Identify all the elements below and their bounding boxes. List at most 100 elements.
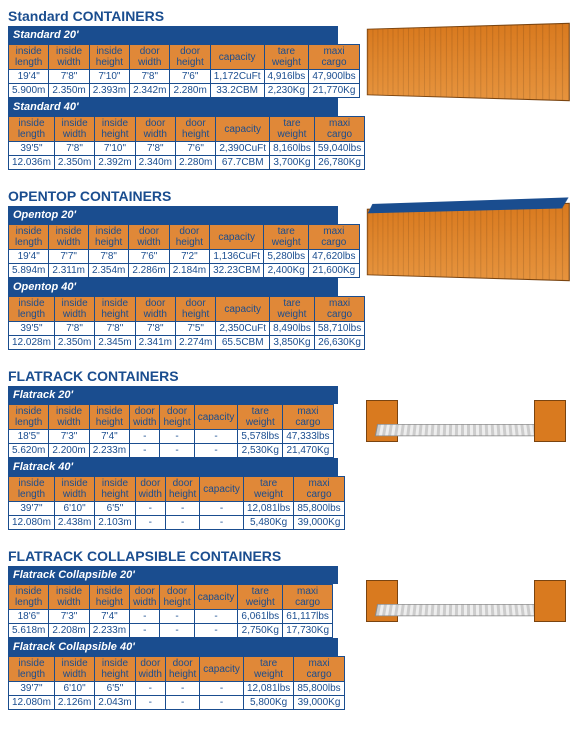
cell: 7'3": [49, 430, 89, 444]
cell: 18'6": [9, 610, 49, 624]
cell: 8,160lbs: [270, 142, 315, 156]
cell: 12,081lbs: [243, 682, 293, 696]
table-label: Flatrack 20': [8, 386, 338, 404]
table-row: 12.080m2.126m2.043m---5,800Kg39,000Kg: [9, 696, 345, 710]
table-header-row: insidelengthinsidewidthinsideheightdoorw…: [9, 477, 345, 502]
table-row: 39'5"7'8"7'10"7'8"7'6"2,390CuFt8,160lbs5…: [9, 142, 365, 156]
cell: -: [130, 610, 160, 624]
cell: 7'8": [95, 322, 135, 336]
cell: 5.894m: [9, 264, 49, 278]
col-header: capacity: [216, 117, 270, 142]
table-label: Flatrack Collapsible 20': [8, 566, 338, 584]
cell: 2.393m: [89, 84, 129, 98]
cell: 2.233m: [89, 624, 129, 638]
col-header: maxicargo: [309, 45, 359, 70]
cell: 5.618m: [9, 624, 49, 638]
table-row: 18'6"7'3"7'4"---6,061lbs61,117lbs: [9, 610, 333, 624]
table-row: 12.028m2.350m2.345m2.341m2.274m65.5CBM3,…: [9, 336, 365, 350]
col-header: doorwidth: [135, 297, 175, 322]
col-header: doorwidth: [135, 657, 165, 682]
col-header: tareweight: [243, 657, 293, 682]
cell: 4,916lbs: [264, 70, 309, 84]
cell: -: [160, 444, 194, 458]
cell: 2,350CuFt: [216, 322, 270, 336]
col-header: insidelength: [9, 477, 55, 502]
table-header-row: insidelengthinsidewidthinsideheightdoorw…: [9, 585, 333, 610]
cell: 2,750Kg: [238, 624, 283, 638]
cell: -: [130, 430, 160, 444]
container-section: FLATRACK CONTAINERSFlatrack 20'insidelen…: [8, 368, 566, 530]
opentop-container-graphic: [367, 203, 570, 281]
col-header: maxicargo: [314, 117, 364, 142]
cell: -: [200, 682, 244, 696]
table-row: 12.036m2.350m2.392m2.340m2.280m67.7CBM3,…: [9, 156, 365, 170]
table-row: 5.620m2.200m2.233m---2,530Kg21,470Kg: [9, 444, 334, 458]
cell: -: [194, 610, 238, 624]
col-header: insidewidth: [54, 117, 94, 142]
col-header: tareweight: [270, 297, 315, 322]
col-header: capacity: [200, 477, 244, 502]
col-header: insideheight: [95, 477, 135, 502]
cell: 1,172CuFt: [210, 70, 264, 84]
cell: 7'8": [88, 250, 128, 264]
cell: 6'5": [95, 682, 135, 696]
col-header: doorwidth: [135, 477, 165, 502]
cell: 3,850Kg: [270, 336, 315, 350]
cell: 26,630Kg: [314, 336, 364, 350]
cell: 2,390CuFt: [216, 142, 270, 156]
cell: 7'8": [54, 322, 94, 336]
col-header: tareweight: [264, 45, 309, 70]
cell: 2.274m: [176, 336, 216, 350]
container-illustration: [366, 386, 566, 446]
cell: -: [160, 624, 194, 638]
cell: 12.028m: [9, 336, 55, 350]
table-row: 5.900m2.350m2.393m2.342m2.280m33.2CBM2,2…: [9, 84, 360, 98]
col-header: insidelength: [9, 297, 55, 322]
col-header: insideheight: [89, 45, 129, 70]
cell: 2.103m: [95, 516, 135, 530]
cell: 12.036m: [9, 156, 55, 170]
cell: 2.233m: [89, 444, 129, 458]
col-header: doorwidth: [130, 405, 160, 430]
container-section: OPENTOP CONTAINERSOpentop 20'insidelengt…: [8, 188, 566, 350]
col-header: insidewidth: [54, 297, 94, 322]
cell: 7'5": [176, 322, 216, 336]
cell: -: [160, 610, 194, 624]
col-header: maxicargo: [309, 225, 359, 250]
cell: -: [135, 696, 165, 710]
cell: -: [160, 430, 194, 444]
section-title: FLATRACK COLLAPSIBLE CONTAINERS: [8, 548, 566, 564]
table-row: 19'4"7'7"7'8"7'6"7'2"1,136CuFt5,280lbs47…: [9, 250, 360, 264]
col-header: capacity: [194, 405, 238, 430]
cell: -: [194, 444, 238, 458]
cell: 12.080m: [9, 516, 55, 530]
cell: 39,000Kg: [294, 696, 344, 710]
cell: 39'7": [9, 502, 55, 516]
col-header: doorheight: [170, 45, 210, 70]
cell: 61,117lbs: [283, 610, 333, 624]
table-row: 39'5"7'8"7'8"7'8"7'5"2,350CuFt8,490lbs58…: [9, 322, 365, 336]
cell: 2.342m: [130, 84, 170, 98]
container-illustration: [366, 566, 566, 626]
cell: 7'2": [169, 250, 209, 264]
tables-column: Opentop 20'insidelengthinsidewidthinside…: [8, 206, 338, 350]
cell: 47,620lbs: [309, 250, 359, 264]
col-header: insideheight: [95, 297, 135, 322]
col-header: maxicargo: [314, 297, 364, 322]
cell: 21,600Kg: [309, 264, 359, 278]
col-header: doorheight: [166, 657, 200, 682]
table-row: 12.080m2.438m2.103m---5,480Kg39,000Kg: [9, 516, 345, 530]
col-header: insidelength: [9, 585, 49, 610]
col-header: tareweight: [238, 585, 283, 610]
table-row: 5.618m2.208m2.233m---2,750Kg17,730Kg: [9, 624, 333, 638]
cell: -: [166, 682, 200, 696]
cell: 2.350m: [54, 156, 94, 170]
col-header: insideheight: [89, 405, 129, 430]
cell: 58,710lbs: [314, 322, 364, 336]
col-header: insidewidth: [54, 477, 94, 502]
spec-table: insidelengthinsidewidthinsideheightdoorw…: [8, 476, 345, 530]
table-label: Opentop 20': [8, 206, 338, 224]
col-header: insidewidth: [49, 225, 89, 250]
cell: 2.438m: [54, 516, 94, 530]
col-header: doorheight: [176, 117, 216, 142]
